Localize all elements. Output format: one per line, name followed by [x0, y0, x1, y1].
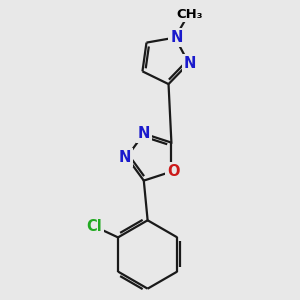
- Text: N: N: [184, 56, 196, 71]
- Text: N: N: [170, 30, 183, 45]
- Text: N: N: [138, 126, 150, 141]
- Text: N: N: [118, 150, 131, 165]
- Text: O: O: [167, 164, 180, 179]
- Text: Cl: Cl: [86, 219, 102, 234]
- Text: CH₃: CH₃: [176, 8, 203, 21]
